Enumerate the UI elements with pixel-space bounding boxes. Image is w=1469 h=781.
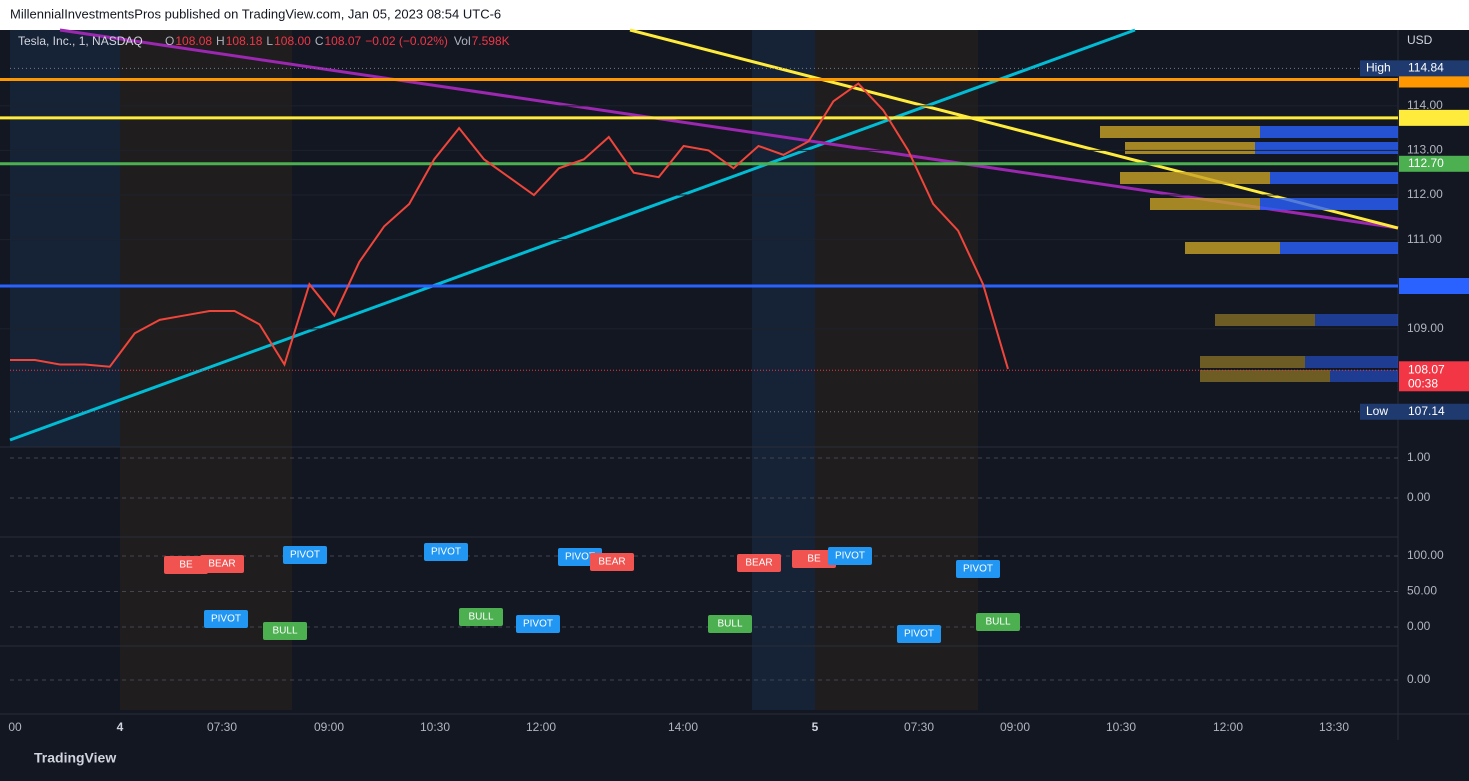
- marker-tag: [1360, 403, 1469, 420]
- signal-label: PIVOT: [431, 547, 461, 558]
- pane-tick-label: 0.00: [1407, 619, 1431, 633]
- signal-badge: [590, 553, 634, 571]
- pane-tick-label: 1.00: [1407, 450, 1431, 464]
- header-bar: [0, 0, 1469, 30]
- signal-label: BE: [807, 554, 821, 565]
- marker-value: 114.84: [1408, 61, 1444, 75]
- level-tag: [1399, 277, 1469, 294]
- footer-logo: TradingView: [34, 750, 116, 766]
- signal-badge: [737, 554, 781, 572]
- x-tick-label: 07:30: [207, 720, 237, 734]
- publisher: MillennialInvestmentsPros published on T…: [10, 6, 501, 21]
- signal-badge: [897, 625, 941, 643]
- ohlc-value: 108.07: [324, 34, 361, 48]
- y-tick-label: 113.00: [1407, 143, 1443, 157]
- ohlc-label: H: [216, 34, 225, 48]
- pane-tick-label: 0.00: [1407, 672, 1431, 686]
- signal-label: PIVOT: [211, 614, 241, 625]
- signal-badge: [283, 546, 327, 564]
- level-tag: [1399, 109, 1469, 126]
- signal-badge: [976, 613, 1020, 631]
- x-tick-label: 09:00: [1000, 720, 1030, 734]
- signal-badge: [516, 615, 560, 633]
- price-line: [10, 82, 1009, 370]
- marker-name: Low: [1366, 404, 1388, 418]
- x-tick-label: 4: [117, 720, 124, 734]
- x-tick-label: 00: [8, 720, 22, 734]
- signal-badge: [200, 555, 244, 573]
- y-tick-label: 112.00: [1407, 187, 1443, 201]
- ohlc-value: 108.18: [226, 34, 263, 48]
- level-tag: [1399, 155, 1469, 172]
- session-shade: [10, 30, 120, 447]
- signal-label: PIVOT: [523, 619, 553, 630]
- x-tick-label: 12:00: [526, 720, 556, 734]
- signal-label: BEAR: [208, 559, 235, 570]
- signal-label: BULL: [272, 626, 297, 637]
- x-tick-label: 10:30: [1106, 720, 1136, 734]
- x-tick-label: 5: [812, 720, 819, 734]
- last-price-tag: [1399, 361, 1469, 392]
- marker-value: 107.14: [1408, 404, 1445, 418]
- trend-line: [9, 28, 1136, 442]
- signal-badge: [792, 550, 836, 568]
- x-tick-label: 10:30: [420, 720, 450, 734]
- volume-label: Vol: [454, 34, 471, 48]
- signal-badge: [164, 556, 208, 574]
- symbol: Tesla, Inc., 1, NASDAQ: [18, 34, 143, 48]
- ohlc-label: C: [315, 34, 324, 48]
- signal-label: BEAR: [745, 558, 772, 569]
- signal-label: BULL: [985, 617, 1010, 628]
- footer: [0, 740, 1469, 776]
- ohlc-value: 108.08: [175, 34, 212, 48]
- y-tick-label: 111.00: [1407, 232, 1442, 246]
- pane-tick-label: 100.00: [1407, 548, 1444, 562]
- signal-label: PIVOT: [963, 564, 993, 575]
- y-tick-label: 114.00: [1407, 98, 1443, 112]
- y-tick-label: 109.00: [1407, 321, 1444, 335]
- signal-badge: [956, 560, 1000, 578]
- signal-label: PIVOT: [835, 551, 865, 562]
- signal-label: BE: [179, 560, 193, 571]
- signal-label: PIVOT: [290, 550, 320, 561]
- x-tick-label: 09:00: [314, 720, 344, 734]
- signal-badge: [459, 608, 503, 626]
- last-price: 108.07: [1408, 362, 1445, 376]
- volume-profile: [1100, 126, 1398, 382]
- ohlc-label: O: [165, 34, 174, 48]
- x-tick-label: 12:00: [1213, 720, 1243, 734]
- currency: USD: [1407, 33, 1433, 47]
- countdown: 00:38: [1408, 376, 1438, 390]
- signal-badge: [828, 547, 872, 565]
- signal-label: BULL: [717, 619, 742, 630]
- ohlc-label: L: [266, 34, 273, 48]
- x-tick-label: 07:30: [904, 720, 934, 734]
- signal-label: PIVOT: [565, 552, 595, 563]
- signal-badge: [424, 543, 468, 561]
- signal-badge: [708, 615, 752, 633]
- signal-badge: [263, 622, 307, 640]
- marker-name: High: [1366, 61, 1391, 75]
- volume-value: 7.598K: [472, 34, 510, 48]
- x-tick-label: 13:30: [1319, 720, 1349, 734]
- signal-badge: [204, 610, 248, 628]
- level-label: 112.70: [1408, 156, 1444, 170]
- pane-tick-label: 50.00: [1407, 584, 1437, 598]
- signal-label: PIVOT: [904, 629, 934, 640]
- x-tick-label: 14:00: [668, 720, 698, 734]
- signal-label: BULL: [468, 612, 493, 623]
- signal-label: BEAR: [598, 557, 625, 568]
- marker-tag: [1360, 60, 1469, 77]
- session-shade: [815, 30, 978, 710]
- pane-tick-label: 0.00: [1407, 490, 1431, 504]
- ohlc-value: 108.00: [274, 34, 311, 48]
- change: −0.02 (−0.02%): [365, 34, 448, 48]
